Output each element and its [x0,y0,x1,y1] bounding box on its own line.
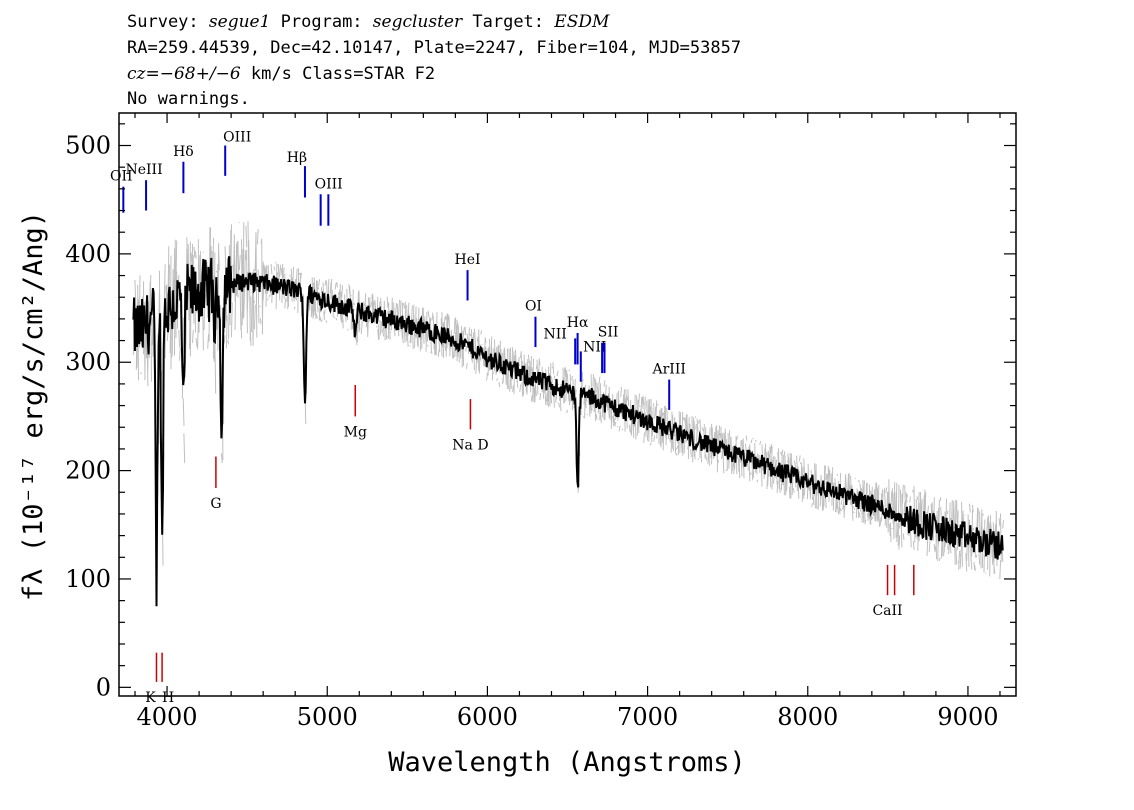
header-line-2: RA=259.44539, Dec=42.10147, Plate=2247, … [127,38,741,58]
target-label: Target: [472,12,544,32]
emission-line-label: OII [110,169,133,185]
y-tick-label: 100 [65,565,111,593]
y-axis-title: fλ (10⁻¹⁷ erg/s/cm²/Ang) [18,211,49,601]
emission-line-label: ArIII [652,362,686,378]
y-tick-label: 200 [65,457,111,485]
cz-label: cz= [127,64,160,84]
emission-line-label: Hβ [287,150,307,166]
y-tick-label: 400 [65,240,111,268]
plot-area [132,221,1004,607]
line-markers: OIINeIIIHδOIIIHβOIIIHeIOINIIHαNIISIIArII… [110,130,915,706]
x-tick-label: 6000 [457,703,518,731]
emission-line-label: OI [525,299,542,315]
flux-series-line [132,256,1004,607]
emission-line-label: OIII [315,176,343,192]
y-tick-label: 500 [65,132,111,160]
absorption-line-label: CaII [872,603,902,619]
x-tick-label: 7000 [617,703,678,731]
absorption-line-label: Na D [452,437,488,453]
cz-rest: km/s Class=STAR F2 [251,64,435,84]
program-label: Program: [281,12,363,32]
emission-line-label: SII [598,325,619,341]
x-axis-title: Wavelength (Angstroms) [388,747,746,778]
y-tick-label: 300 [65,348,111,376]
absorption-line-label: H [162,690,174,706]
header-line-3: cz=−68+/−6 km/s Class=STAR F2 [127,64,435,84]
x-tick-label: 8000 [777,703,838,731]
absorption-line-label: G [210,496,221,512]
emission-line-label: OIII [223,130,251,146]
spectrum-header: Survey: segue1 Program: segcluster Targe… [127,12,741,109]
y-tick-label: 0 [96,673,111,701]
emission-line-label: Hα [567,315,589,331]
plot-frame [118,112,1017,697]
emission-line-label: NeIII [125,162,162,178]
absorption-line-label: K [145,690,156,706]
emission-line-label: Hδ [173,144,194,160]
error-envelope [132,221,1004,580]
x-tick-label: 5000 [297,703,358,731]
x-tick-label: 4000 [137,703,198,731]
survey-value: segue1 [209,12,271,32]
emission-line-label: NII [583,339,606,355]
cz-value: −68+/−6 [160,64,241,84]
emission-line-label: HeI [455,252,481,268]
target-value: ESDM [553,12,610,32]
warnings-text: No warnings. [127,89,250,109]
x-tick-label: 9000 [937,703,998,731]
axes: 4000 5000 6000 7000 8000 9000 0 100 200 300 400 500 [65,112,1017,731]
survey-label: Survey: [127,12,199,32]
program-value: segcluster [373,12,463,32]
absorption-line-label: Mg [344,424,367,440]
emission-line-label: NII [544,326,567,342]
header-line-1: Survey: segue1 Program: segcluster Targe… [127,12,610,32]
